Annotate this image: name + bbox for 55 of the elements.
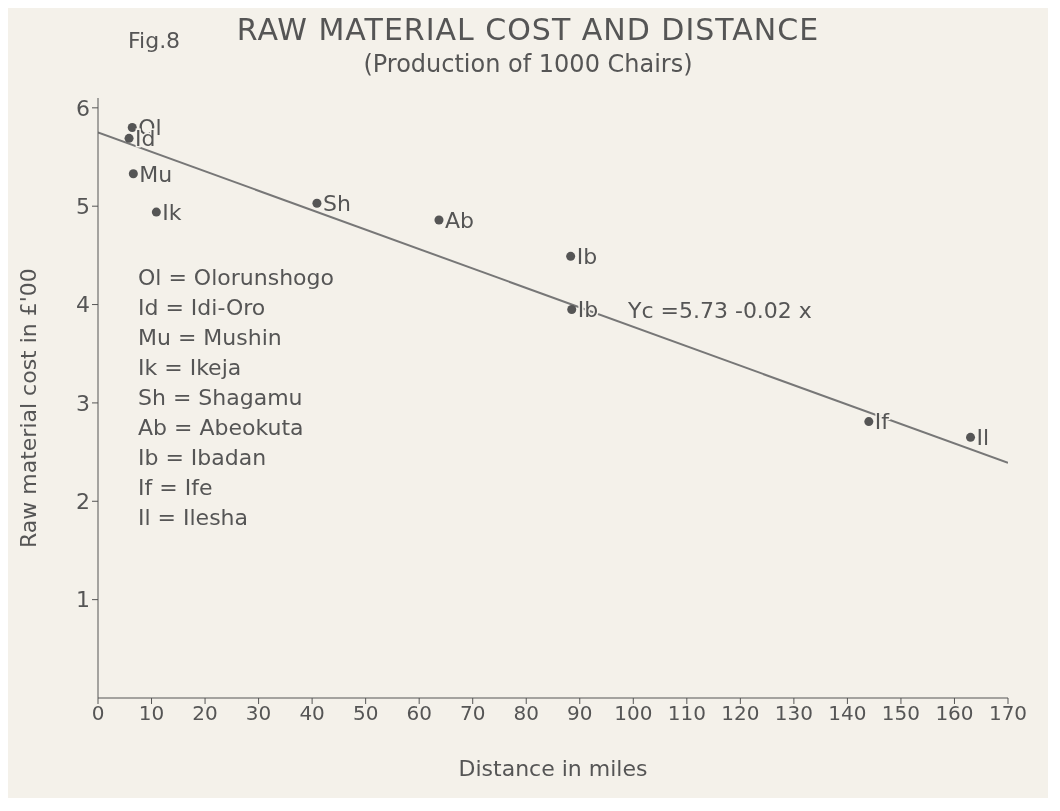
annotation: Yc =5.73 -0.02 x: [628, 298, 812, 323]
x-tick-label: 160: [935, 701, 974, 726]
annotation: If = Ife: [138, 474, 214, 502]
x-tick-label: 130: [774, 701, 813, 726]
point: [434, 215, 444, 225]
annotation: Ib = Ibadan: [138, 444, 268, 472]
x-tick-label: 140: [828, 701, 867, 726]
y-tick-label: 2: [76, 489, 90, 515]
x-tick-label: 20: [192, 701, 218, 726]
annotation: Il = Ilesha: [138, 504, 250, 532]
x-tick-label: 50: [352, 701, 379, 726]
x-tick-label: 110: [667, 701, 706, 726]
y-tick-label: 5: [76, 194, 90, 220]
x-tick-label: 80: [513, 701, 539, 726]
point: [966, 432, 976, 442]
chart-subtitle: (Production of 1000 Chairs): [363, 50, 693, 78]
x-axis-title: Distance in miles: [458, 756, 648, 781]
point: [312, 198, 322, 208]
point: [864, 417, 874, 427]
annotation: Ab = Abeokuta: [138, 414, 305, 442]
x-tick-label: 170: [988, 701, 1028, 726]
point: [124, 133, 134, 143]
x-tick-label: 90: [567, 701, 593, 726]
x-tick-label: 70: [459, 701, 486, 726]
y-tick-label: 4: [76, 292, 90, 318]
x-tick-label: 60: [406, 701, 432, 726]
y-tick-label: 3: [76, 390, 90, 416]
annotation: Ik: [162, 199, 182, 225]
y-tick-label: 6: [76, 95, 90, 121]
x-tick-label: 120: [721, 701, 760, 726]
annotation: Mu = Mushin: [138, 324, 283, 352]
x-tick-label: 30: [245, 701, 272, 726]
point: [566, 251, 576, 261]
x-tick-label: 150: [881, 701, 921, 726]
point: [127, 123, 137, 133]
annotation: Ik = Ikeja: [138, 354, 243, 382]
annotation: Sh: [322, 191, 351, 217]
annotation: Ol = Olorunshogo: [138, 264, 334, 292]
caption: Fig.8: [128, 28, 181, 53]
y-axis-title: Raw material cost in £'00: [15, 268, 41, 548]
y-tick-label: 1: [76, 587, 90, 613]
x-tick-label: 10: [138, 701, 165, 726]
x-tick-label: 0: [91, 701, 105, 726]
chart-title: RAW MATERIAL COST AND DISTANCE: [236, 12, 820, 47]
annotation: Id = Idi-Oro: [138, 294, 267, 322]
x-tick-label: 100: [614, 701, 653, 726]
point: [151, 207, 161, 217]
x-tick-label: 40: [299, 701, 325, 726]
annotation: Ib: [576, 244, 598, 270]
annotation: Mu: [139, 161, 173, 187]
point: [128, 169, 138, 179]
annotation: Sh = Shagamu: [138, 384, 304, 412]
annotation: Il: [976, 425, 990, 451]
point: [567, 304, 577, 314]
annotation: Ab: [444, 207, 474, 233]
